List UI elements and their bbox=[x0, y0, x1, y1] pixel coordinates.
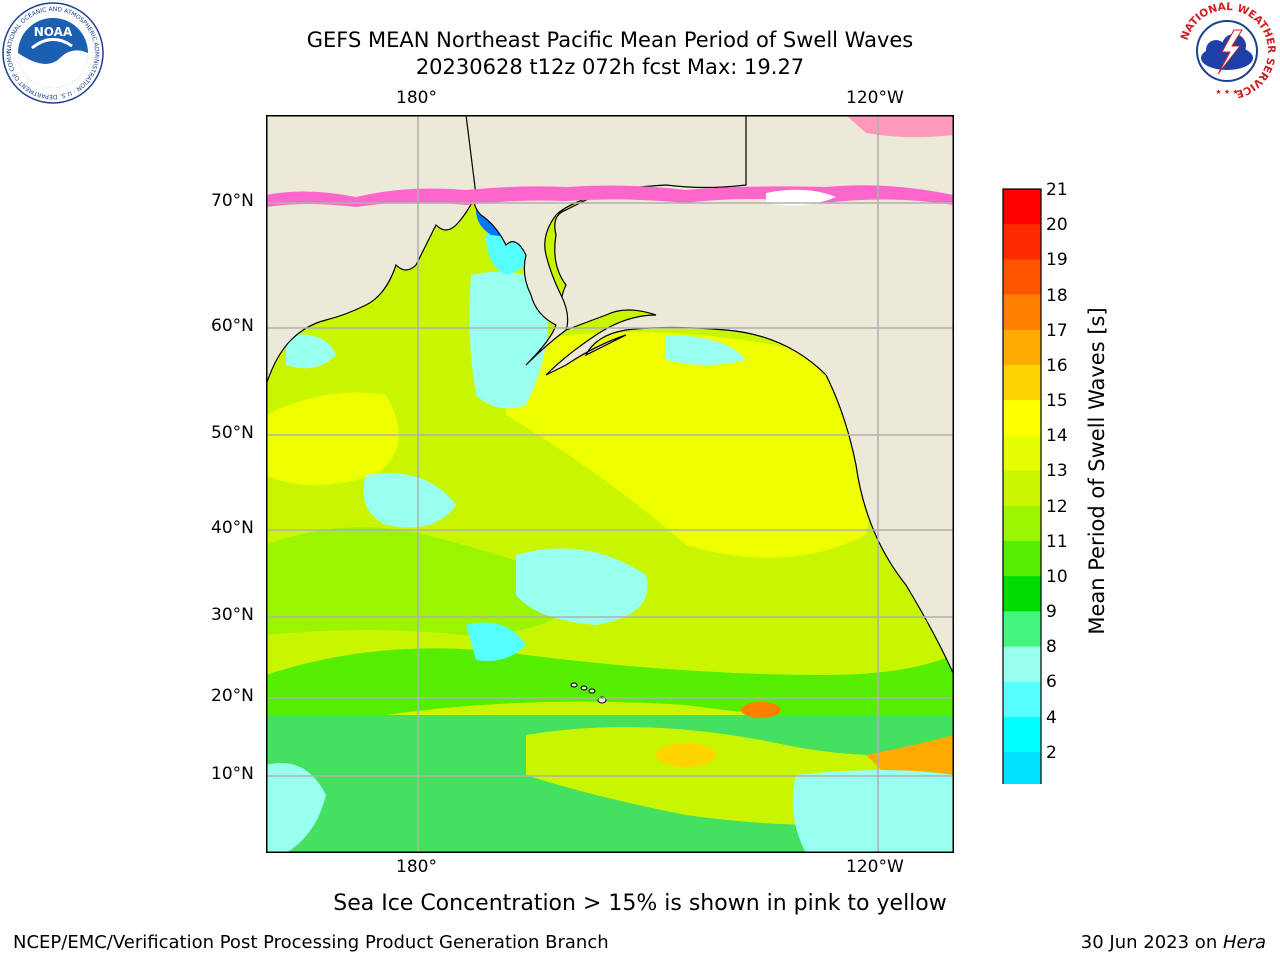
lon-tick-bottom-120w: 120°W bbox=[846, 857, 904, 877]
lat-tick-50n: 50°N bbox=[211, 423, 254, 443]
swell-zone-bering bbox=[469, 271, 549, 409]
colorbar-tick: 6 bbox=[1046, 672, 1057, 692]
footer-left: NCEP/EMC/Verification Post Processing Pr… bbox=[13, 932, 609, 953]
swell-zone-cyan bbox=[286, 334, 336, 369]
colorbar-segment bbox=[1003, 294, 1041, 331]
lat-tick-40n: 40°N bbox=[211, 518, 254, 538]
colorbar-tick: 21 bbox=[1046, 180, 1068, 200]
colorbar-tick: 17 bbox=[1046, 321, 1068, 341]
swell-zone-yellow bbox=[506, 332, 871, 558]
colorbar-tick: 20 bbox=[1046, 215, 1068, 235]
land-siberia bbox=[266, 115, 477, 386]
colorbar-segment bbox=[1003, 259, 1041, 296]
footer-date: 30 Jun 2023 on bbox=[1080, 932, 1223, 953]
colorbar-tick: 19 bbox=[1046, 250, 1068, 270]
chart-title-line1: GEFS MEAN Northeast Pacific Mean Period … bbox=[306, 28, 914, 52]
colorbar-segment bbox=[1003, 717, 1041, 753]
colorbar-tick: 15 bbox=[1046, 391, 1068, 411]
colorbar-tick: 4 bbox=[1046, 708, 1057, 728]
map-panel bbox=[266, 115, 954, 853]
colorbar-tick: 8 bbox=[1046, 637, 1057, 657]
graticule bbox=[266, 115, 954, 853]
colorbar-segment bbox=[1003, 541, 1041, 577]
sea-ice-core bbox=[766, 189, 836, 206]
colorbar-segment bbox=[1003, 365, 1041, 401]
map-svg bbox=[266, 115, 954, 853]
sea-ice-band bbox=[846, 115, 954, 138]
lat-tick-10n: 10°N bbox=[211, 764, 254, 784]
colorbar-segment bbox=[1003, 576, 1041, 612]
swell-zone-cyan bbox=[516, 548, 648, 625]
swell-zone-cyan bbox=[666, 335, 746, 365]
swell-zone-orange bbox=[866, 735, 954, 778]
swell-zone-cyan bbox=[363, 473, 456, 528]
footer-right: 30 Jun 2023 on Hera bbox=[1081, 932, 1266, 953]
lat-tick-60n: 60°N bbox=[211, 316, 254, 336]
colorbar-ticks: 21 20 19 18 17 16 15 14 13 12 11 10 9 8 … bbox=[1046, 180, 1086, 780]
colorbar-segment bbox=[1003, 752, 1041, 788]
nws-logo: NATIONAL WEATHER SERVICE ★ ★ ★ bbox=[1176, 0, 1278, 102]
svg-text:★ ★ ★: ★ ★ ★ bbox=[1215, 88, 1238, 96]
colorbar-tick: 18 bbox=[1046, 286, 1068, 306]
colorbar-segment bbox=[1003, 681, 1041, 718]
colorbar-segment bbox=[1003, 611, 1041, 648]
colorbar-segment bbox=[1003, 400, 1041, 436]
colorbar-tick: 13 bbox=[1046, 461, 1068, 481]
colorbar-tick: 10 bbox=[1046, 567, 1068, 587]
colorbar-tick: 11 bbox=[1046, 532, 1068, 552]
colorbar-svg bbox=[1001, 188, 1043, 852]
colorbar bbox=[1001, 188, 1043, 852]
lon-tick-top-180: 180° bbox=[396, 88, 437, 108]
footer-host: Hera bbox=[1222, 932, 1266, 953]
lon-tick-bottom-180: 180° bbox=[396, 857, 437, 877]
chart-title-line2: 20230628 t12z 072h fcst Max: 19.27 bbox=[415, 55, 805, 79]
colorbar-segment bbox=[1003, 470, 1041, 507]
colorbar-segment bbox=[1003, 329, 1041, 366]
colorbar-segment bbox=[1003, 224, 1041, 260]
swell-zone-green bbox=[266, 648, 954, 720]
colorbar-tick: 16 bbox=[1046, 356, 1068, 376]
lat-tick-20n: 20°N bbox=[211, 686, 254, 706]
colorbar-tick: 14 bbox=[1046, 426, 1068, 446]
colorbar-tick: 12 bbox=[1046, 497, 1068, 517]
colorbar-segment bbox=[1003, 189, 1041, 225]
colorbar-segment bbox=[1003, 435, 1041, 472]
swell-zone-cyan bbox=[466, 622, 526, 661]
swell-zone-orange bbox=[656, 743, 716, 767]
noaa-logo: NATIONAL OCEANIC AND ATMOSPHERIC ADMINIS… bbox=[0, 0, 104, 104]
sea-ice-note: Sea Ice Concentration > 15% is shown in … bbox=[333, 891, 947, 916]
lon-tick-top-120w: 120°W bbox=[846, 88, 904, 108]
noaa-wordmark: NOAA bbox=[34, 25, 73, 39]
swell-zone-cyan bbox=[792, 770, 954, 853]
lat-tick-70n: 70°N bbox=[211, 191, 254, 211]
land-north-america bbox=[545, 115, 954, 676]
colorbar-tick: 9 bbox=[1046, 602, 1057, 622]
colorbar-segment bbox=[1003, 505, 1041, 542]
swell-zone-yellow bbox=[266, 392, 399, 485]
map-border bbox=[266, 115, 954, 853]
swell-zone-orange bbox=[741, 702, 781, 718]
colorbar-segment bbox=[1003, 646, 1041, 683]
lat-tick-30n: 30°N bbox=[211, 605, 254, 625]
swell-zone-green bbox=[266, 527, 586, 635]
swell-zone-cyan bbox=[266, 763, 326, 853]
colorbar-tick: 2 bbox=[1046, 743, 1057, 763]
